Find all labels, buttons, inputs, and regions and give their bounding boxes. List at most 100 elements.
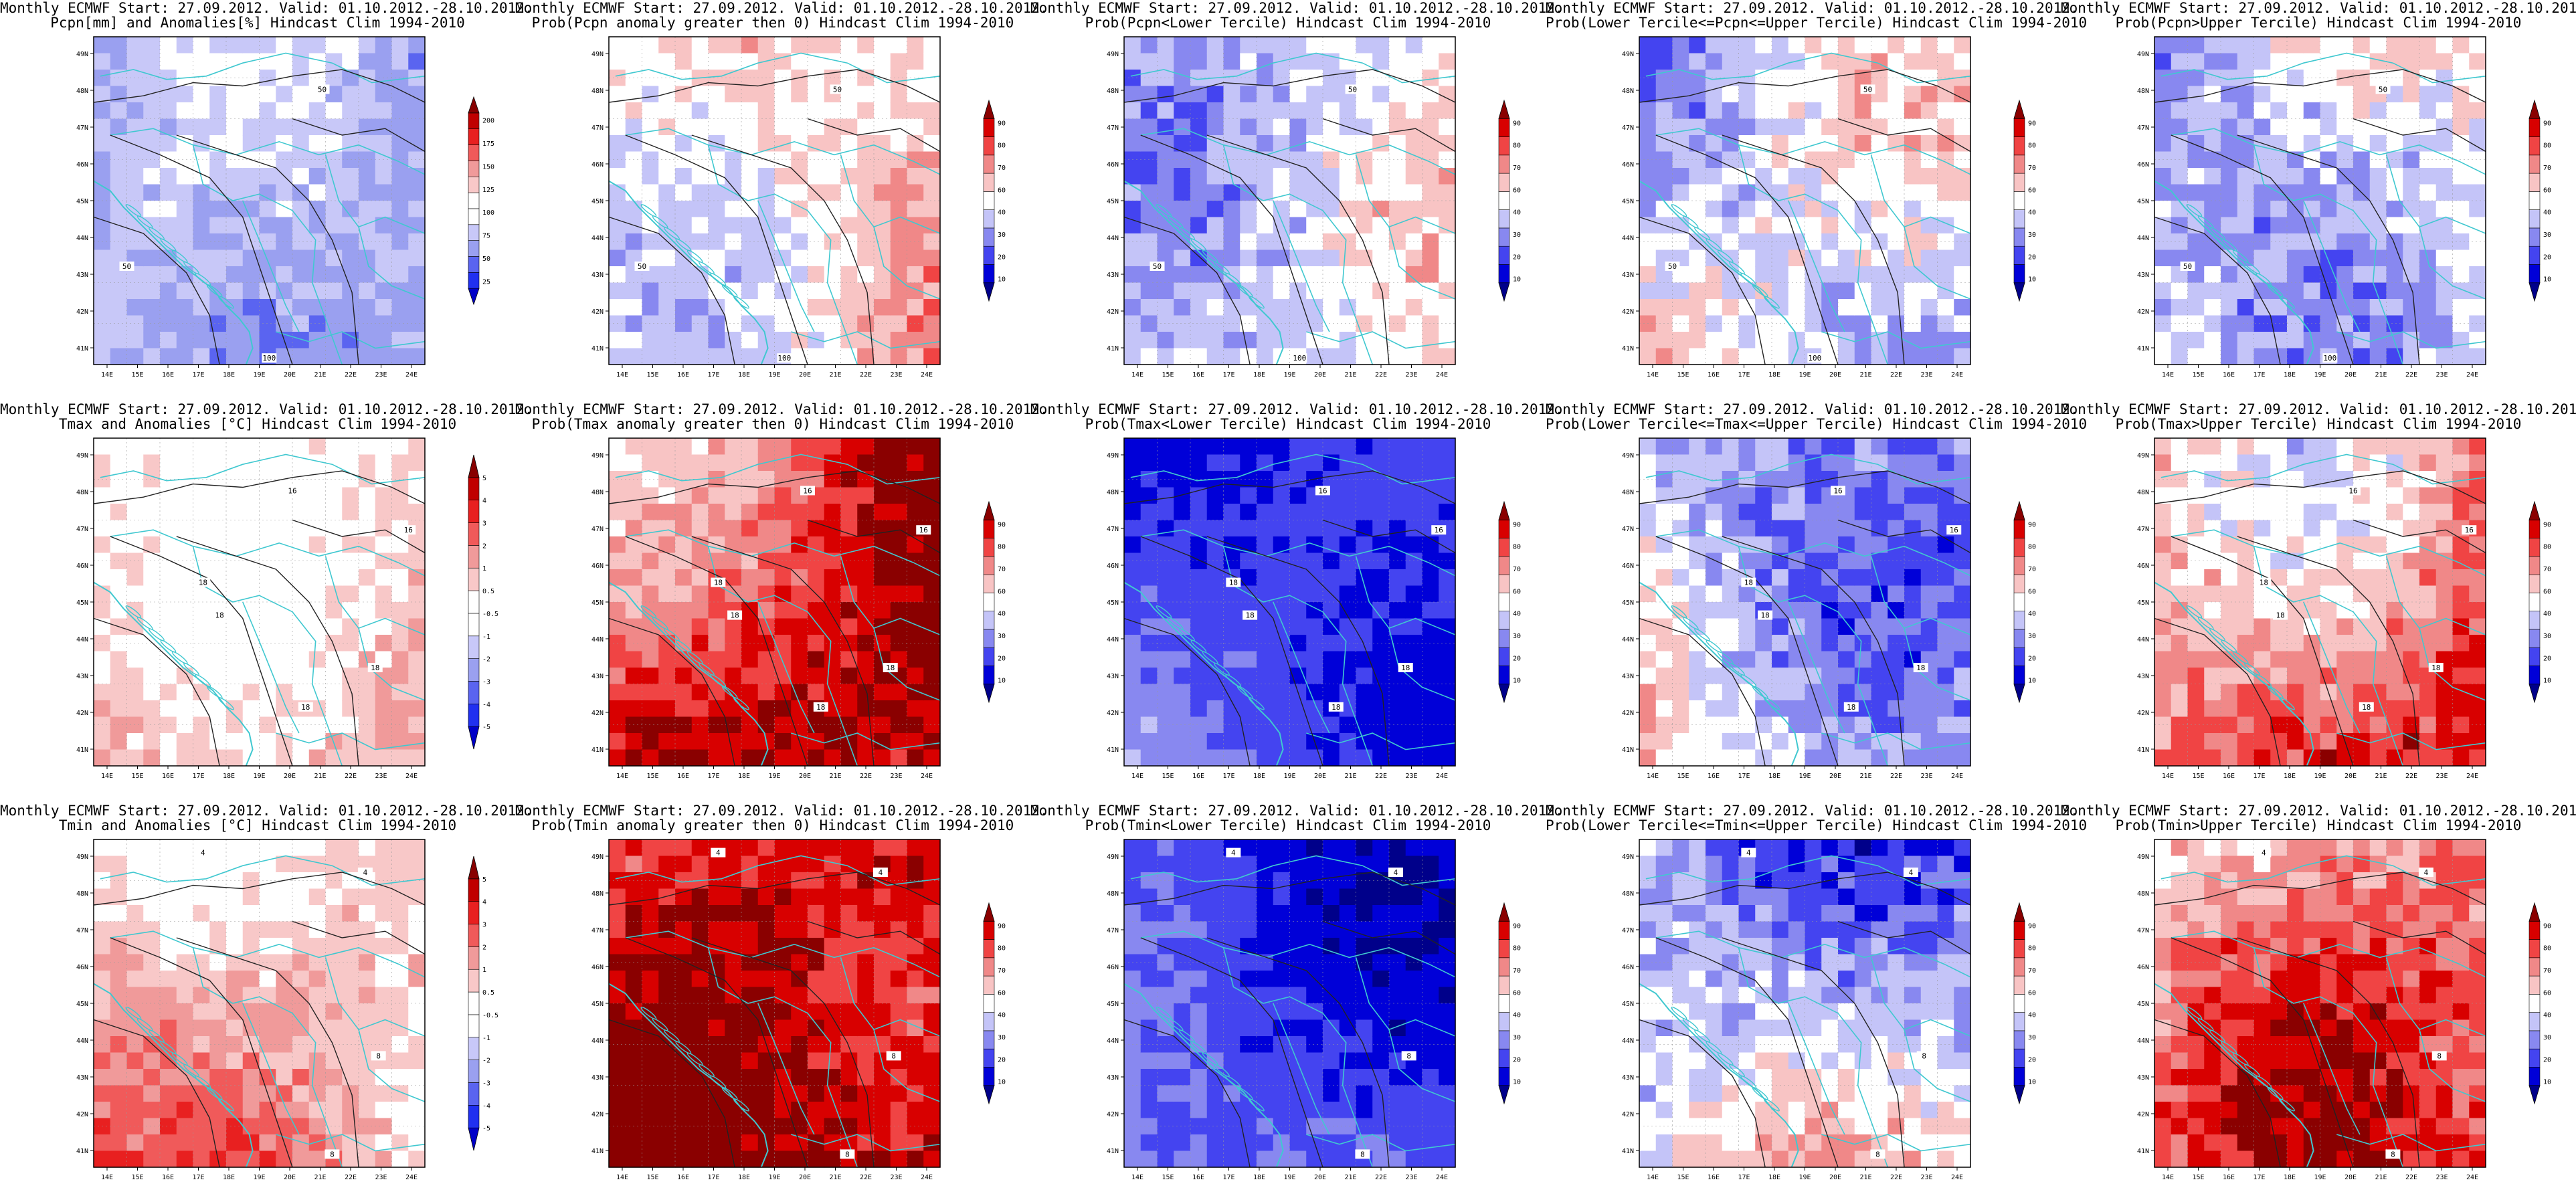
field-cell [94, 168, 111, 185]
field-cell [1257, 249, 1274, 267]
field-cell [126, 504, 144, 521]
colorbar-label: 80 [998, 544, 1006, 551]
field-cell [2403, 504, 2420, 521]
colorbar-label: 10 [2543, 276, 2551, 284]
field-cell [675, 733, 693, 750]
field-cell [375, 86, 393, 103]
field-cell [642, 553, 659, 570]
field-cell [1904, 332, 1922, 349]
field-cell [2419, 37, 2437, 54]
lon-tick-label: 17E [2253, 371, 2265, 379]
field-cell [1772, 102, 1789, 120]
field-cell [2253, 249, 2271, 267]
field-cell [375, 585, 393, 603]
field-cell [609, 201, 626, 218]
colorbar-segment [1498, 611, 1510, 630]
field-cell [1772, 217, 1789, 234]
field-cell [1439, 651, 1456, 668]
field-cell [1206, 348, 1224, 365]
field-cell [242, 135, 260, 153]
field-cell [1772, 618, 1789, 635]
lon-tick-label: 16E [2223, 371, 2235, 379]
field-cell [391, 438, 409, 456]
field-cell [2204, 684, 2221, 701]
field-cell [1639, 454, 1657, 472]
colorbar-label: 90 [2028, 120, 2036, 127]
field-cell [1323, 749, 1340, 767]
field-cell [1755, 618, 1772, 635]
field-cell [1722, 282, 1740, 300]
field-cell [1655, 668, 1673, 685]
field-cell [1772, 668, 1789, 685]
field-cell [2336, 217, 2354, 234]
field-cell [741, 733, 759, 750]
field-cell [1904, 504, 1922, 521]
field-cell [1257, 536, 1274, 554]
field-cell [725, 118, 742, 136]
field-cell [2336, 520, 2354, 537]
lat-tick-label: 45N [1107, 198, 1119, 205]
field-cell [1174, 668, 1191, 685]
field-cell [2237, 184, 2255, 201]
field-cell [658, 487, 676, 504]
field-cell [1772, 651, 1789, 668]
field-cell [1439, 700, 1456, 718]
lon-tick-label: 21E [829, 371, 841, 379]
field-cell [1838, 102, 1855, 120]
field-cell [143, 37, 161, 54]
field-cell [1772, 504, 1789, 521]
lat-tick-label: 42N [1107, 710, 1119, 717]
field-cell [907, 635, 924, 652]
field-cell [658, 86, 676, 103]
colorbar-label: 90 [998, 521, 1006, 528]
field-cell [1639, 602, 1657, 619]
field-cell [774, 151, 792, 169]
field-cell [1157, 585, 1174, 603]
field-cell [1706, 332, 1723, 349]
field-cell [226, 282, 244, 300]
field-cell [1904, 454, 1922, 472]
colorbar-label: 3 [482, 520, 486, 528]
field-cell [1174, 733, 1191, 750]
field-cell [675, 569, 693, 587]
field-cell [1788, 602, 1806, 619]
field-cell [1805, 733, 1822, 750]
field-cell [1174, 602, 1191, 619]
field-cell [2403, 684, 2420, 701]
lat-tick-label: 49N [591, 452, 604, 460]
field-cell [708, 438, 725, 456]
field-cell [342, 700, 359, 718]
field-cell [110, 184, 128, 201]
field-cell [1639, 249, 1657, 267]
field-cell [160, 332, 177, 349]
field-cell [1289, 553, 1307, 570]
lat-tick-label: 48N [1107, 489, 1119, 496]
field-cell [1871, 217, 1888, 234]
field-cell [1124, 201, 1141, 218]
field-cell [292, 201, 310, 218]
country-borders [1123, 52, 1456, 365]
field-cell [110, 602, 128, 619]
field-cell [1372, 716, 1390, 734]
field-cell [907, 249, 924, 267]
field-cell [741, 348, 759, 365]
lon-tick-label: 23E [890, 371, 902, 379]
field-cell [2287, 569, 2304, 587]
field-cell [2353, 684, 2371, 701]
field-cell [1937, 118, 1954, 136]
field-cell [874, 332, 891, 349]
field-cell [808, 282, 825, 300]
field-cell [1888, 184, 1905, 201]
contour-label: 18 [371, 664, 379, 672]
lon-tick-label: 23E [375, 371, 387, 379]
field-cell [642, 700, 659, 718]
field-cell [1223, 716, 1240, 734]
field-cell [791, 684, 808, 701]
field-cell [625, 37, 643, 54]
field-cell [824, 135, 842, 153]
border-line [110, 529, 426, 577]
field-cell [2204, 438, 2221, 456]
lat-tick-label: 49N [1622, 452, 1634, 460]
field-cell [874, 249, 891, 267]
